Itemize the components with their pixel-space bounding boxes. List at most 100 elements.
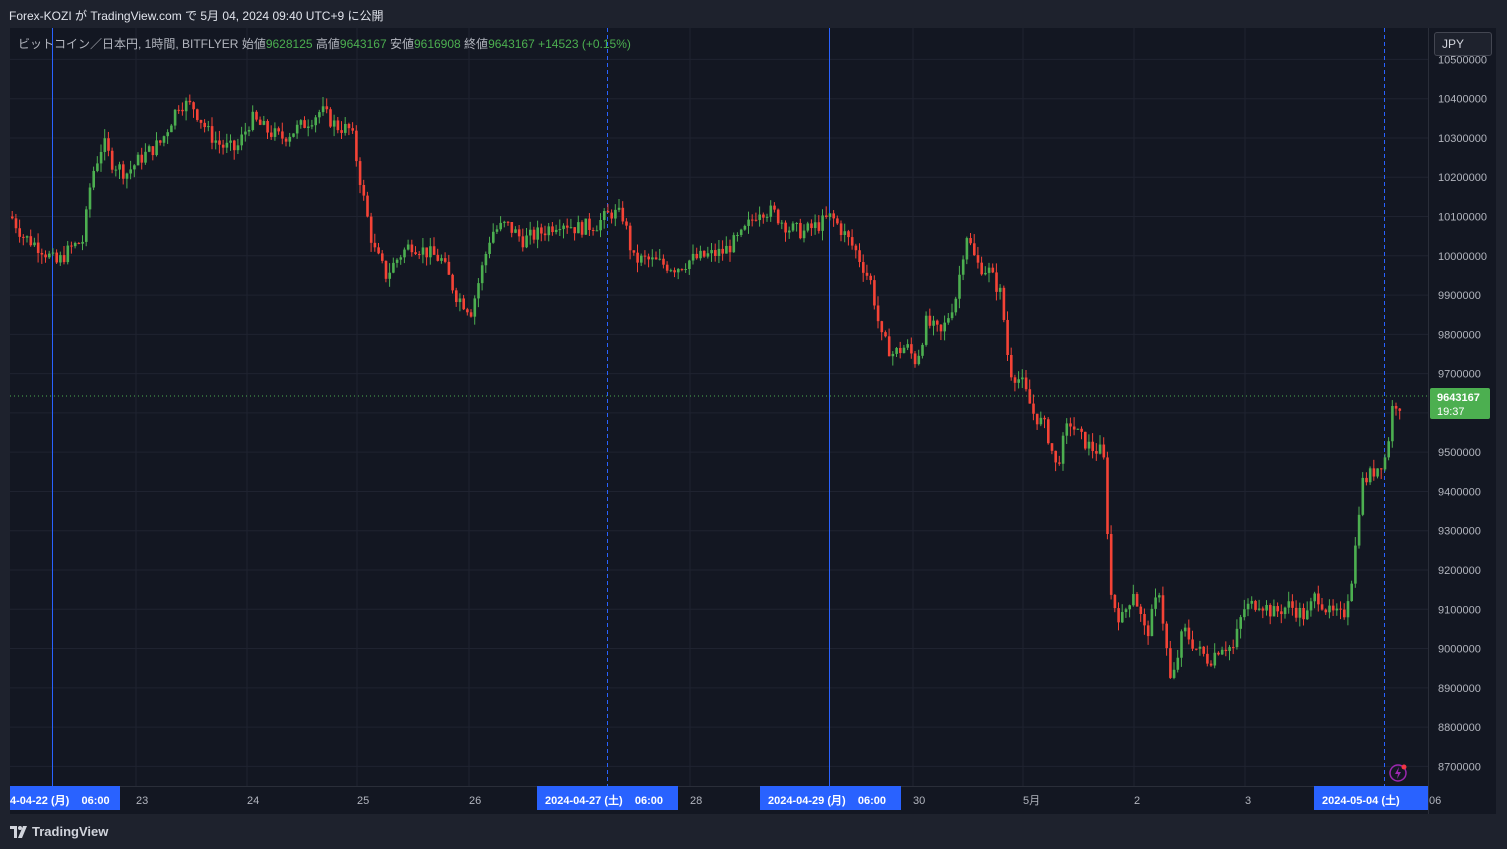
candle-body: [247, 129, 251, 132]
legend-low: 9616908: [413, 37, 461, 51]
chart-area[interactable]: 8700000 8800000 8900000 9000000 9100000 92000…: [10, 28, 1496, 814]
x-tick-label: 2: [1134, 795, 1140, 807]
candle-body: [1387, 441, 1390, 458]
candle-body: [784, 222, 787, 233]
candle-body: [1335, 608, 1339, 611]
candle-body: [943, 322, 946, 332]
legend-high: 9643167: [339, 37, 387, 51]
candle-body: [1313, 593, 1316, 602]
legend-high-label: 高値: [315, 37, 340, 51]
candle-body: [725, 245, 728, 254]
candle-body: [1302, 607, 1305, 620]
candle-body: [1331, 605, 1335, 611]
candle-body: [170, 125, 173, 133]
tradingview-logo[interactable]: TradingView: [10, 824, 108, 839]
candle-body: [140, 154, 144, 163]
candle-body: [369, 216, 373, 243]
candle-body: [884, 332, 887, 337]
candle-body: [1143, 614, 1146, 626]
candle-body: [221, 144, 225, 148]
candle-body: [236, 145, 240, 151]
candle-body: [976, 255, 980, 263]
candle-body: [536, 227, 539, 240]
candle-body: [373, 242, 377, 248]
candle-body: [406, 244, 410, 250]
candle-body: [806, 223, 810, 231]
candle-body: [410, 244, 414, 253]
candle-body: [987, 267, 991, 273]
candle-body: [488, 242, 491, 254]
candle-body: [258, 119, 262, 125]
candle-body: [70, 245, 73, 247]
candle-body: [558, 229, 562, 231]
candle-body: [1087, 441, 1091, 449]
candle-body: [395, 259, 399, 263]
lightning-icon[interactable]: [1388, 763, 1408, 783]
candle-body: [732, 235, 736, 253]
candlestick-chart[interactable]: 8700000 8800000 8900000 9000000 9100000 92000…: [10, 28, 1496, 814]
candle-body: [1132, 594, 1135, 606]
candle-body: [1294, 607, 1298, 618]
x-tick-label: 30: [913, 795, 925, 807]
candle-body: [773, 205, 776, 210]
candle-body: [1047, 419, 1050, 444]
legend-open-label: 始値: [241, 37, 266, 51]
candle-body: [381, 253, 384, 261]
candle-body: [344, 123, 347, 133]
candle-body: [788, 230, 791, 233]
candle-body: [577, 222, 580, 234]
candle-body: [751, 219, 754, 221]
candle-body: [1239, 617, 1242, 629]
candle-body: [321, 106, 325, 113]
candle-body: [802, 230, 806, 239]
candle-body: [769, 205, 773, 217]
candle-body: [817, 222, 821, 231]
candle-body: [625, 221, 628, 226]
candle-body: [29, 236, 33, 246]
ohlc-legend: ビットコイン／日本円, 1時間, BITFLYER 始値9628125 高値96…: [18, 35, 631, 52]
candle-body: [1106, 457, 1109, 535]
candle-body: [506, 221, 510, 223]
candle-body: [1191, 639, 1194, 649]
candle-body: [1254, 600, 1257, 610]
candle-body: [1113, 594, 1117, 609]
candle-body: [1080, 428, 1083, 432]
candle-body: [1269, 604, 1272, 617]
candle-body: [599, 219, 602, 231]
candle-body: [288, 136, 292, 142]
candle-body: [551, 226, 554, 233]
candle-body: [1139, 606, 1143, 615]
currency-button[interactable]: JPY: [1434, 32, 1492, 56]
candle-body: [1165, 623, 1168, 649]
candle-body: [159, 140, 162, 143]
candle-body: [329, 109, 332, 127]
y-tick-label: 10100000: [1438, 212, 1487, 224]
candle-body: [1154, 597, 1157, 609]
candle-body: [262, 121, 266, 125]
candle-body: [658, 258, 662, 260]
candle-body: [1298, 607, 1302, 618]
candle-body: [484, 253, 488, 266]
candle-body: [503, 221, 506, 223]
candle-body: [1383, 457, 1387, 470]
candle-body: [517, 229, 521, 237]
candle-body: [1350, 583, 1353, 602]
y-tick-label: 8700000: [1438, 761, 1481, 773]
candle-body: [799, 222, 802, 239]
candle-body: [521, 236, 525, 248]
candle-body: [873, 280, 876, 306]
y-tick-label: 9500000: [1438, 447, 1481, 459]
price-tag: [1430, 387, 1490, 419]
candle-body: [166, 132, 169, 137]
candle-body: [392, 262, 395, 273]
y-tick-label: 9200000: [1438, 565, 1481, 577]
candle-body: [351, 128, 354, 131]
candle-body: [196, 109, 199, 120]
candle-body: [651, 257, 654, 260]
candle-body: [1065, 423, 1069, 436]
candle-body: [48, 253, 51, 258]
date-highlight-box: [10, 786, 120, 810]
y-tick-label: 10300000: [1438, 133, 1487, 145]
candle-body: [425, 247, 428, 258]
candle-body: [51, 252, 55, 254]
